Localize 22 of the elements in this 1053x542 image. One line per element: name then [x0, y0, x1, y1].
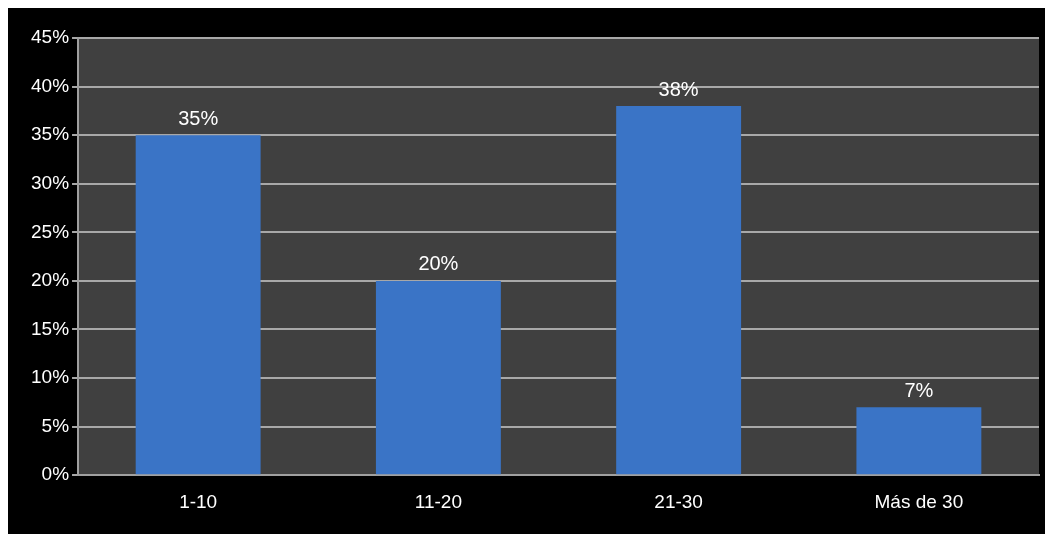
data-label: 20%: [418, 252, 459, 275]
bar: [856, 407, 982, 475]
y-tick-label: 25%: [31, 220, 70, 242]
x-tick-label: 1-10: [179, 490, 218, 512]
x-tick-label: 21-30: [654, 490, 703, 512]
y-tick-label: 5%: [41, 414, 70, 436]
data-label: 35%: [178, 106, 219, 129]
bar: [616, 106, 742, 475]
y-tick-label: 40%: [31, 74, 70, 96]
data-label: 7%: [904, 378, 934, 401]
bar: [135, 135, 261, 475]
bar: [375, 280, 501, 475]
y-tick-label: 30%: [31, 171, 70, 193]
y-tick-label: 0%: [41, 463, 70, 485]
x-tick-label: Más de 30: [874, 490, 964, 512]
y-tick-label: 20%: [31, 269, 70, 291]
y-tick-label: 10%: [31, 366, 70, 388]
data-label: 38%: [658, 77, 699, 100]
y-tick-label: 15%: [31, 317, 70, 339]
y-tick-label: 45%: [31, 26, 70, 48]
y-tick-label: 35%: [31, 123, 70, 145]
x-tick-label: 11-20: [414, 490, 462, 512]
